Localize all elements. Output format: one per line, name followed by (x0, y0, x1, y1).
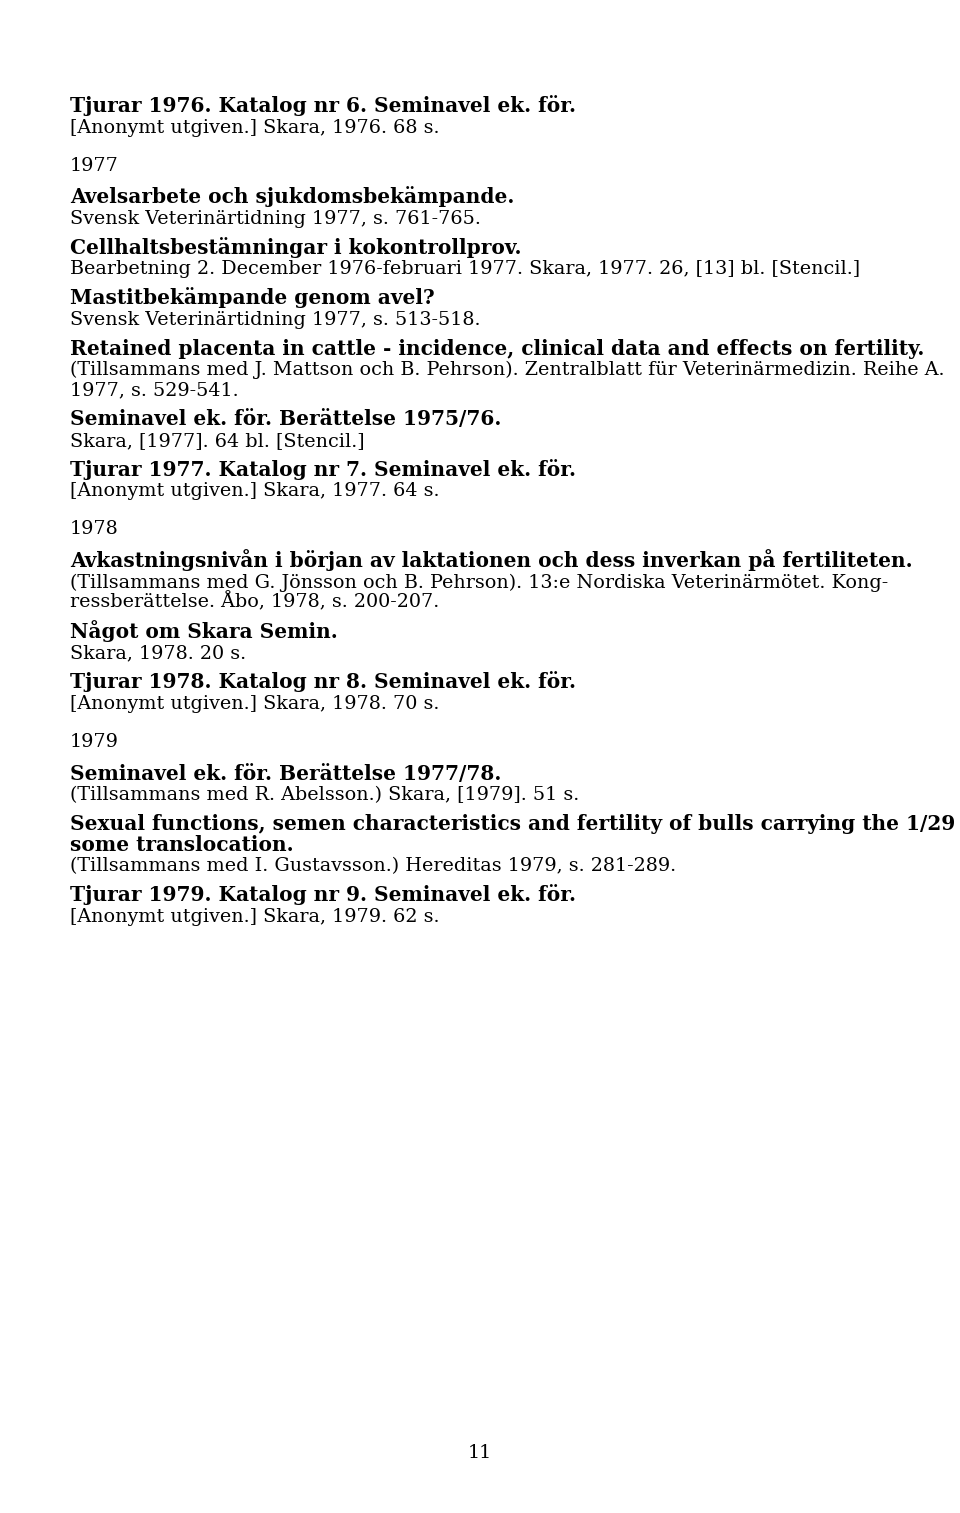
Text: (Tillsammans med I. Gustavsson.) Hereditas 1979, s. 281-289.: (Tillsammans med I. Gustavsson.) Heredit… (70, 856, 676, 875)
Text: Skara, 1978. 20 s.: Skara, 1978. 20 s. (70, 645, 246, 663)
Text: (Tillsammans med J. Mattson och B. Pehrson). Zentralblatt für Veterinärmedizin. : (Tillsammans med J. Mattson och B. Pehrs… (70, 362, 945, 380)
Text: 11: 11 (468, 1443, 492, 1462)
Text: 1977: 1977 (70, 156, 119, 174)
Text: Svensk Veterinärtidning 1977, s. 761-765.: Svensk Veterinärtidning 1977, s. 761-765… (70, 210, 481, 228)
Text: Något om Skara Semin.: Något om Skara Semin. (70, 619, 338, 642)
Text: some translocation.: some translocation. (70, 835, 294, 855)
Text: [Anonymt utgiven.] Skara, 1979. 62 s.: [Anonymt utgiven.] Skara, 1979. 62 s. (70, 908, 440, 926)
Text: Seminavel ek. för. Berättelse 1977/78.: Seminavel ek. för. Berättelse 1977/78. (70, 764, 501, 784)
Text: Skara, [1977]. 64 bl. [Stencil.]: Skara, [1977]. 64 bl. [Stencil.] (70, 431, 365, 449)
Text: Avkastningsnivån i början av laktationen och dess inverkan på fertiliteten.: Avkastningsnivån i början av laktationen… (70, 549, 913, 572)
Text: Retained placenta in cattle - incidence, clinical data and effects on fertility.: Retained placenta in cattle - incidence,… (70, 339, 924, 359)
Text: [Anonymt utgiven.] Skara, 1976. 68 s.: [Anonymt utgiven.] Skara, 1976. 68 s. (70, 118, 440, 136)
Text: [Anonymt utgiven.] Skara, 1977. 64 s.: [Anonymt utgiven.] Skara, 1977. 64 s. (70, 483, 440, 501)
Text: ressberättelse. Åbo, 1978, s. 200-207.: ressberättelse. Åbo, 1978, s. 200-207. (70, 592, 440, 611)
Text: Sexual functions, semen characteristics and fertility of bulls carrying the 1/29: Sexual functions, semen characteristics … (70, 814, 960, 834)
Text: [Anonymt utgiven.] Skara, 1978. 70 s.: [Anonymt utgiven.] Skara, 1978. 70 s. (70, 694, 440, 713)
Text: 1979: 1979 (70, 732, 119, 750)
Text: Tjurar 1976. Katalog nr 6. Seminavel ek. för.: Tjurar 1976. Katalog nr 6. Seminavel ek.… (70, 95, 576, 117)
Text: Avelsarbete och sjukdomsbekämpande.: Avelsarbete och sjukdomsbekämpande. (70, 186, 515, 207)
Text: Tjurar 1977. Katalog nr 7. Seminavel ek. för.: Tjurar 1977. Katalog nr 7. Seminavel ek.… (70, 458, 576, 480)
Text: Tjurar 1979. Katalog nr 9. Seminavel ek. för.: Tjurar 1979. Katalog nr 9. Seminavel ek.… (70, 884, 576, 905)
Text: (Tillsammans med R. Abelsson.) Skara, [1979]. 51 s.: (Tillsammans med R. Abelsson.) Skara, [1… (70, 787, 579, 803)
Text: Cellhaltsbestämningar i kokontrollprov.: Cellhaltsbestämningar i kokontrollprov. (70, 238, 521, 259)
Text: Bearbetning 2. December 1976-februari 1977. Skara, 1977. 26, [13] bl. [Stencil.]: Bearbetning 2. December 1976-februari 19… (70, 260, 860, 278)
Text: 1978: 1978 (70, 520, 119, 539)
Text: 1977, s. 529-541.: 1977, s. 529-541. (70, 381, 239, 399)
Text: Svensk Veterinärtidning 1977, s. 513-518.: Svensk Veterinärtidning 1977, s. 513-518… (70, 312, 481, 328)
Text: Seminavel ek. för. Berättelse 1975/76.: Seminavel ek. för. Berättelse 1975/76. (70, 410, 501, 430)
Text: Tjurar 1978. Katalog nr 8. Seminavel ek. för.: Tjurar 1978. Katalog nr 8. Seminavel ek.… (70, 672, 576, 691)
Text: (Tillsammans med G. Jönsson och B. Pehrson). 13:e Nordiska Veterinärmötet. Kong-: (Tillsammans med G. Jönsson och B. Pehrs… (70, 573, 888, 592)
Text: Mastitbekämpande genom avel?: Mastitbekämpande genom avel? (70, 287, 435, 309)
